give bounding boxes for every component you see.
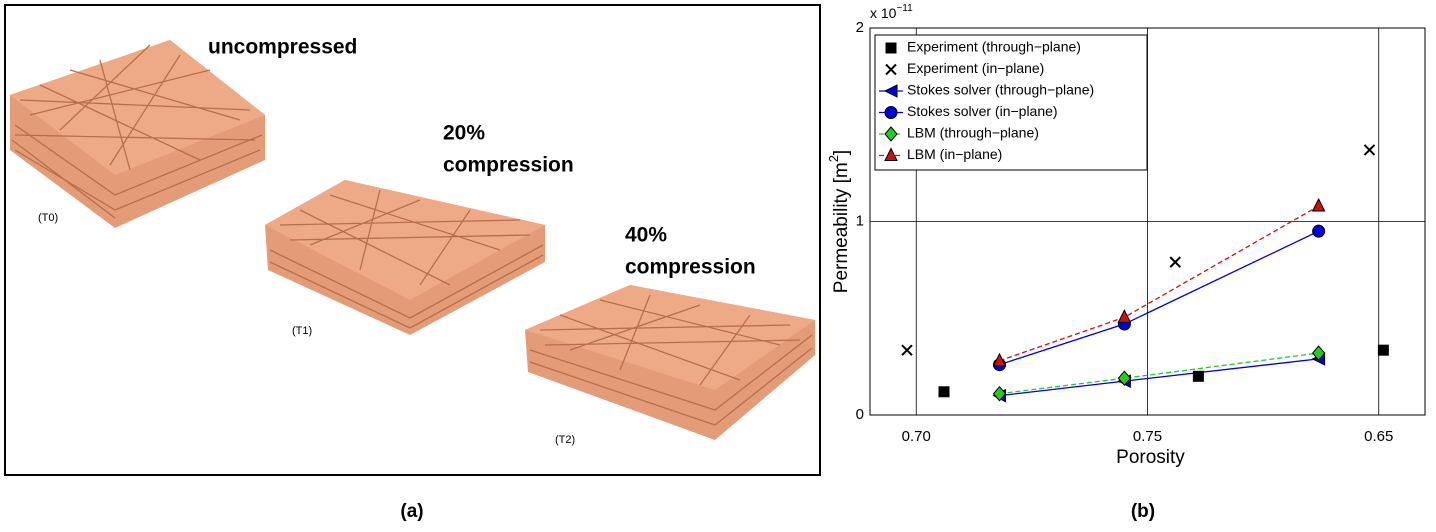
marker-square (939, 387, 949, 397)
sample-label: (T0) (38, 212, 58, 224)
y-axis-label-part: ] (831, 150, 852, 155)
label: 20% (443, 122, 485, 145)
y-tick-label: 2 (856, 19, 864, 36)
label: compression (625, 256, 756, 279)
y-multiplier: x 10−11 (870, 3, 913, 21)
y-axis-label-part: Permeability [m (831, 162, 852, 293)
x-axis-label: Porosity (1116, 447, 1185, 468)
panel-label: (b) (1131, 501, 1155, 522)
legend-label: Experiment (through−plane) (907, 39, 1081, 55)
x-tick-label: 0.70 (902, 428, 931, 445)
sample-label: (T1) (292, 325, 312, 337)
marker-square (1378, 345, 1388, 355)
y-axis-label: Permeability [m2] (826, 150, 852, 293)
legend-label: Experiment (in−plane) (907, 60, 1044, 76)
marker-square (1193, 371, 1203, 381)
label: 40% (625, 224, 667, 247)
x-tick-label: 0.65 (1364, 428, 1393, 445)
legend-label: Stokes solver (in−plane) (907, 103, 1058, 119)
y-tick-label: 1 (856, 212, 864, 229)
sample-label: (T2) (555, 434, 575, 446)
figure: uncompressed 20% compression 40% compres… (0, 0, 1436, 527)
legend-label: Stokes solver (through−plane) (907, 82, 1094, 98)
legend-label: LBM (in−plane) (907, 146, 1002, 162)
y-tick-label: 0 (856, 406, 864, 423)
marker-circle (1313, 225, 1325, 237)
label: compression (443, 154, 574, 177)
marker-square (886, 43, 896, 53)
y-multiplier-base: x 10 (870, 5, 897, 21)
label: uncompressed (208, 36, 357, 59)
y-axis-label-part: 2 (826, 155, 841, 162)
marker-circle (885, 107, 897, 119)
legend-label: LBM (through−plane) (907, 125, 1039, 141)
page: {"panel_a": {"labels": ["uncompressed", … (0, 0, 1436, 527)
y-multiplier-exp: −11 (896, 3, 913, 14)
panel-label: (a) (400, 501, 423, 522)
x-tick-label: 0.75 (1133, 428, 1162, 445)
